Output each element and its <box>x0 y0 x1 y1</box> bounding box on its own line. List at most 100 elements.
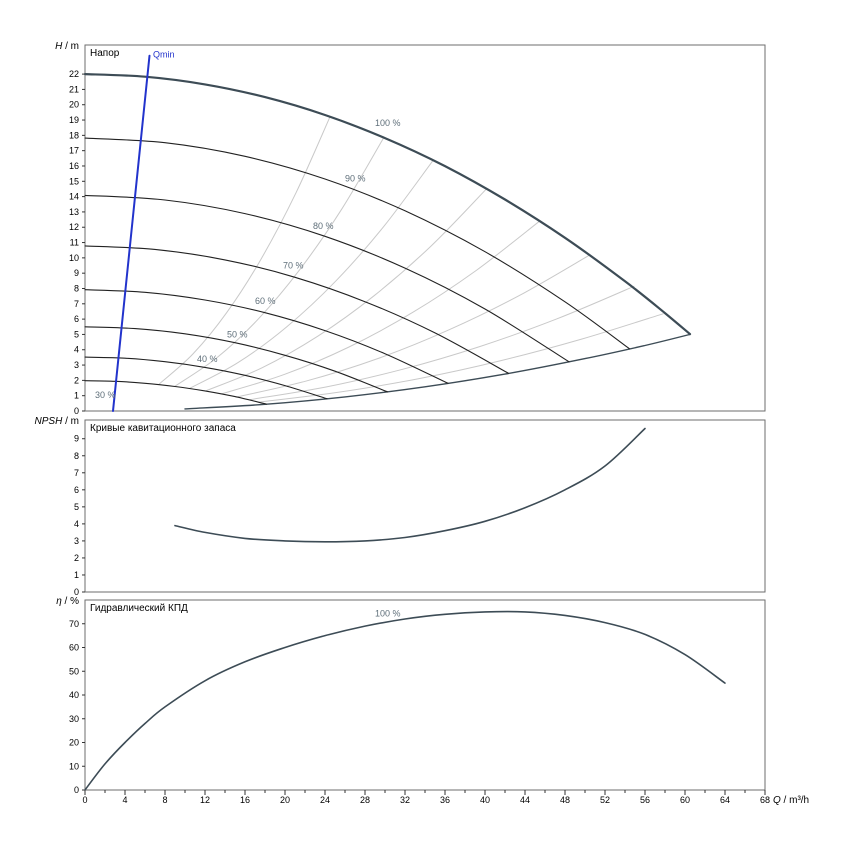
head-y-tick-label: 8 <box>74 283 79 293</box>
iso-efficiency-line <box>220 220 541 395</box>
npsh-panel: 0 1 2 3 4 5 6 7 8 9 Кривые кавитационного запаса NP… <box>35 416 766 597</box>
head-y-tick-label: 12 <box>69 222 79 232</box>
curve-label: 100 % <box>375 118 401 128</box>
iso-efficiency-line <box>235 254 591 398</box>
npsh-panel-border <box>84 419 766 593</box>
head-y-tick-label: 9 <box>74 268 79 278</box>
x-tick-label: 28 <box>360 795 370 805</box>
speed-curve-70 <box>84 245 510 374</box>
head-y-tick-label: 13 <box>69 207 79 217</box>
x-tick-label: 4 <box>122 795 127 805</box>
npsh-y-tick-label: 5 <box>74 502 79 512</box>
head-y-tick-label: 18 <box>69 130 79 140</box>
max-flow-limit-curve <box>184 333 691 410</box>
x-tick-label: 44 <box>520 795 530 805</box>
curve-label: Qmin <box>153 49 175 59</box>
head-panel: 012345678910111213141516171819202122Напо… <box>55 41 766 416</box>
iso-efficiency-line <box>189 160 434 389</box>
npsh-y-tick-label: 2 <box>74 553 79 563</box>
npsh-y-tick-label: 9 <box>74 434 79 444</box>
head-y-tick-label: 4 <box>74 345 79 355</box>
head-y-tick-label: 2 <box>74 375 79 385</box>
npsh-y-tick-label: 1 <box>74 570 79 580</box>
curve-label: 80 % <box>313 221 334 231</box>
x-axis-unit-label: Q / m³/h <box>773 795 809 806</box>
head-y-tick-label: 21 <box>69 84 79 94</box>
head-y-tick-label: 7 <box>74 299 79 309</box>
head-panel-border <box>84 44 766 412</box>
head-y-tick-label: 11 <box>70 238 79 248</box>
npsh-y-tick-label: 7 <box>74 468 79 478</box>
head-y-tick-label: 17 <box>69 146 79 156</box>
eta-axis-unit-label: η / % <box>56 596 79 607</box>
x-tick-label: 64 <box>720 795 730 805</box>
head-y-tick-label: 5 <box>74 329 79 339</box>
speed-curve-30 <box>84 380 268 405</box>
npsh-y-tick-label: 0 <box>74 587 79 597</box>
x-tick-label: 36 <box>440 795 450 805</box>
eta-panel-border <box>84 599 766 791</box>
head-y-tick-label: 0 <box>74 406 79 416</box>
eta-y-tick-label: 60 <box>69 643 79 653</box>
head-y-tick-label: 14 <box>69 192 79 202</box>
npsh-axis-unit-label: NPSH / m <box>35 416 79 427</box>
eta-title: Гидравлический КПД <box>90 603 188 614</box>
npsh-y-tick-label: 6 <box>74 485 79 495</box>
eta-y-tick-label: 10 <box>69 761 79 771</box>
head-y-tick-label: 19 <box>69 115 79 125</box>
x-tick-label: 16 <box>240 795 250 805</box>
x-tick-label: 24 <box>320 795 330 805</box>
speed-curve-80 <box>84 194 570 363</box>
iso-efficiency-line <box>258 313 664 403</box>
x-axis: 0 4 8 12 16 20 24 28 32 36 40 44 48 52 56 60 64 68 Q / m³/… <box>82 790 809 806</box>
x-tick-label: 32 <box>400 795 410 805</box>
eta-y-tick-label: 0 <box>74 785 79 795</box>
eta-y-tick-label: 40 <box>69 690 79 700</box>
curve-label: 100 % <box>375 609 401 619</box>
head-axis-unit-label: H / m <box>55 41 79 52</box>
iso-efficiency-line <box>158 116 331 385</box>
x-tick-label: 0 <box>82 795 87 805</box>
eta-y-tick-label: 30 <box>69 714 79 724</box>
curve-label: 40 % <box>197 354 218 364</box>
head-y-tick-label: 15 <box>69 176 79 186</box>
x-tick-label: 56 <box>640 795 650 805</box>
speed-curve-100 <box>83 73 692 336</box>
npsh-curve <box>174 427 646 543</box>
head-y-tick-label: 3 <box>74 360 79 370</box>
speed-curve-40 <box>84 356 328 400</box>
iso-efficiency-line <box>174 136 385 387</box>
head-y-tick-label: 10 <box>69 253 79 263</box>
x-tick-label: 52 <box>600 795 610 805</box>
eta-y-tick-label: 50 <box>69 666 79 676</box>
head-y-tick-label: 1 <box>74 391 79 401</box>
npsh-y-tick-label: 8 <box>74 451 79 461</box>
x-tick-label: 8 <box>162 795 167 805</box>
npsh-y-tick-label: 3 <box>74 536 79 546</box>
curve-label: 70 % <box>283 261 304 271</box>
x-tick-label: 48 <box>560 795 570 805</box>
x-tick-label: 68 <box>760 795 770 805</box>
curve-label: 30 % <box>95 390 116 400</box>
head-y-tick-label: 16 <box>69 161 79 171</box>
curve-label: 50 % <box>227 329 248 339</box>
iso-efficiency-line <box>249 285 635 401</box>
head-title: Напор <box>90 48 120 59</box>
eta-y-tick-label: 20 <box>69 738 79 748</box>
qmin-line <box>112 54 151 412</box>
speed-curve-90 <box>84 137 631 350</box>
efficiency-curve <box>84 610 726 791</box>
curve-label: 60 % <box>255 296 276 306</box>
x-tick-label: 60 <box>680 795 690 805</box>
x-tick-label: 20 <box>280 795 290 805</box>
iso-efficiency-line <box>205 187 488 392</box>
speed-curve-50 <box>84 326 389 393</box>
eta-y-tick-label: 70 <box>69 619 79 629</box>
x-tick-label: 12 <box>200 795 210 805</box>
npsh-title: Кривые кавитационного запаса <box>90 423 236 434</box>
eta-panel: 0 10 20 30 40 50 60 70 Гидравлический КПД η / % 10… <box>56 596 766 795</box>
head-y-tick-label: 20 <box>69 100 79 110</box>
curve-label: 90 % <box>345 173 366 183</box>
speed-curve-60 <box>84 289 449 384</box>
